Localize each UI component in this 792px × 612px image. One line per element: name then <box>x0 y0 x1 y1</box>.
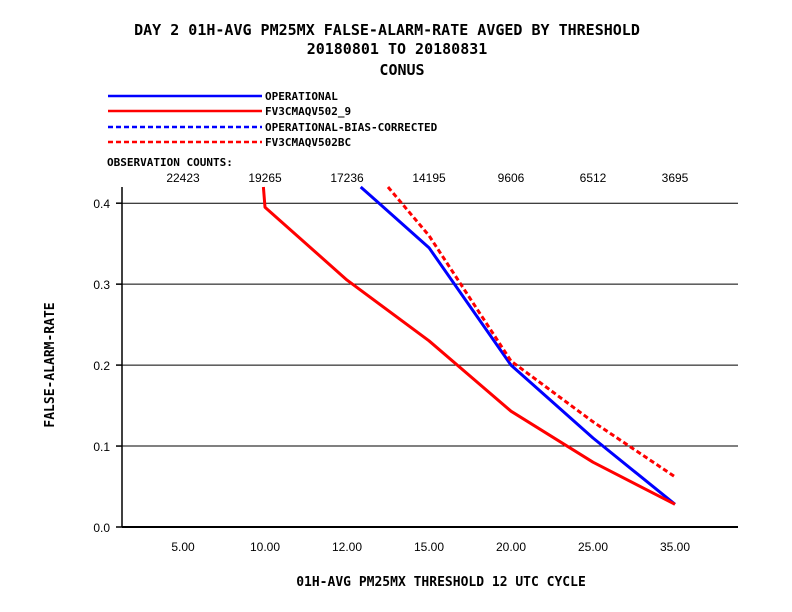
y-axis-label: FALSE-ALARM-RATE <box>43 302 58 427</box>
observation-count: 19265 <box>248 171 282 185</box>
y-tick-label: 0.3 <box>93 278 110 292</box>
chart-title-line: CONUS <box>379 61 424 79</box>
chart-title-line: 20180801 TO 20180831 <box>307 40 488 58</box>
observation-counts: OBSERVATION COUNTS: 22423 19265 17236 14195 9… <box>107 156 689 185</box>
chart-title-line: DAY 2 01H-AVG PM25MX FALSE-ALARM-RATE AV… <box>134 21 640 39</box>
x-tick-label: 25.00 <box>578 540 608 554</box>
legend-label: FV3CMAQV502_9 <box>265 105 351 118</box>
observation-count: 9606 <box>498 171 525 185</box>
observation-count: 3695 <box>662 171 689 185</box>
x-axis-label: 01H-AVG PM25MX THRESHOLD 12 UTC CYCLE <box>296 575 586 590</box>
legend-label: OPERATIONAL <box>265 90 338 103</box>
legend: OPERATIONAL FV3CMAQV502_9 OPERATIONAL-BIAS… <box>108 90 438 149</box>
observation-count: 22423 <box>166 171 200 185</box>
series-line <box>386 186 676 479</box>
series-lines <box>261 185 676 506</box>
y-tick-label: 0.1 <box>93 440 110 454</box>
series-line <box>261 186 676 506</box>
observation-count: 17236 <box>330 171 364 185</box>
legend-label: OPERATIONAL-BIAS-CORRECTED <box>265 121 438 134</box>
y-tick-label: 0.4 <box>93 197 110 211</box>
x-tick-label: 20.00 <box>496 540 526 554</box>
x-tick-label: 5.00 <box>171 540 195 554</box>
observation-count: 14195 <box>412 171 446 185</box>
axes <box>116 187 738 528</box>
chart-titles: DAY 2 01H-AVG PM25MX FALSE-ALARM-RATE AV… <box>134 21 640 79</box>
x-tick-label: 15.00 <box>414 540 444 554</box>
y-tick-label: 0.2 <box>93 359 110 373</box>
x-tick-labels: 5.00 10.00 12.00 15.00 20.00 25.00 35.00 <box>171 540 690 554</box>
gridlines <box>122 202 738 447</box>
y-tick-labels: 0.0 0.1 0.2 0.3 0.4 <box>93 197 110 535</box>
x-tick-label: 10.00 <box>250 540 280 554</box>
x-tick-label: 12.00 <box>332 540 362 554</box>
x-tick-label: 35.00 <box>660 540 690 554</box>
y-tick-label: 0.0 <box>93 521 110 535</box>
series-line <box>359 185 676 506</box>
legend-label: FV3CMAQV502BC <box>265 136 351 149</box>
observation-count: 6512 <box>580 171 607 185</box>
observation-counts-label: OBSERVATION COUNTS: <box>107 156 233 169</box>
